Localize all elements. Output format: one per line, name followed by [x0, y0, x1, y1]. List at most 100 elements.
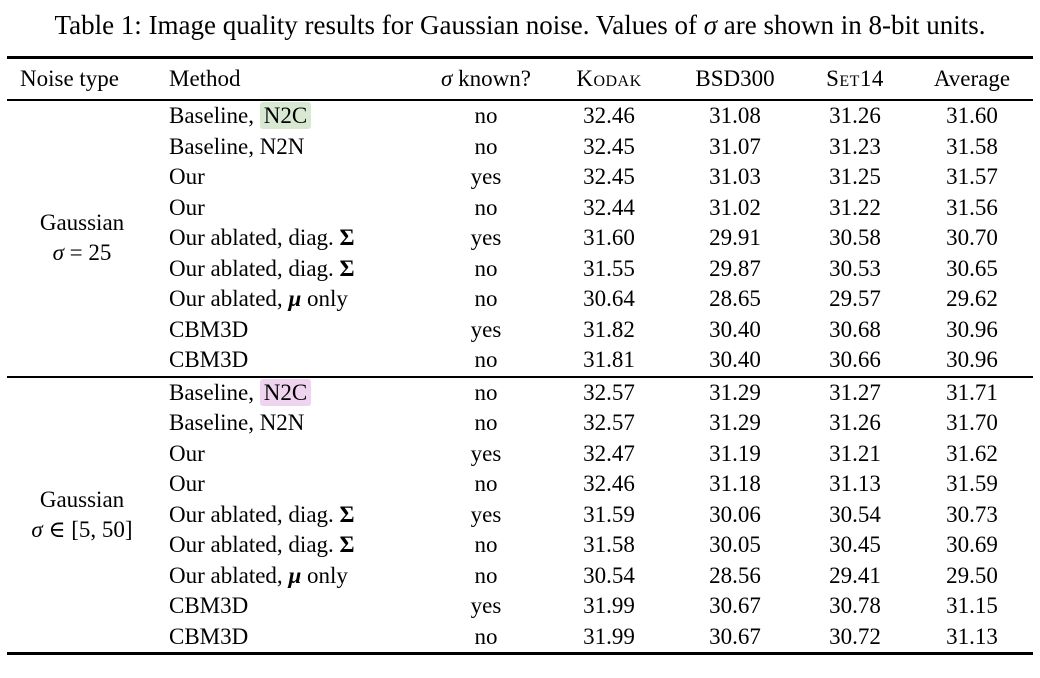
table-row: Baseline, N2N no 32.45 31.07 31.23 31.58 [7, 132, 1033, 163]
table-row: CBM3D no 31.81 30.40 30.66 30.96 [7, 345, 1033, 377]
cell-bsd300: 28.56 [709, 562, 761, 588]
highlighted-text: N2C [259, 102, 312, 130]
cell-average: 30.96 [946, 347, 998, 373]
cell-average: 31.58 [946, 133, 998, 159]
cell-set14: 31.26 [829, 410, 881, 436]
cell-set14: 31.22 [829, 194, 881, 220]
text-segment: μ [288, 286, 302, 312]
cell-bsd300: 31.19 [709, 440, 761, 466]
cell-bsd300: 28.65 [709, 286, 761, 312]
text-segment: only [301, 286, 348, 312]
text-segment: μ [288, 562, 302, 588]
cell-kodak: 30.64 [583, 286, 635, 312]
text-segment: σ [441, 66, 453, 91]
cell-method: CBM3D [157, 315, 425, 346]
text-segment: Baseline, [169, 379, 260, 405]
cell-average: 31.62 [946, 440, 998, 466]
cell-set14: 31.26 [829, 103, 881, 129]
cell-set14: 30.68 [829, 316, 881, 342]
cell-set14: 31.27 [799, 375, 911, 408]
highlighted-text: N2C [259, 378, 312, 406]
cell-average: 31.15 [946, 593, 998, 619]
text-segment: Baseline, [169, 103, 260, 129]
table-row: Our no 32.46 31.18 31.13 31.59 [7, 469, 1033, 500]
text-segment: are shown in 8-bit units. [717, 10, 986, 40]
cell-method: CBM3D [157, 591, 425, 622]
cell-average: 31.71 [911, 375, 1033, 408]
cell-kodak: 32.46 [583, 471, 635, 497]
cell-sigma-known: no [474, 623, 498, 649]
cell-bsd300: 30.06 [709, 501, 761, 527]
text-segment: Average [933, 66, 1011, 91]
cell-kodak: 32.57 [583, 410, 635, 436]
table-row: CBM3D yes 31.82 30.40 30.68 30.96 [7, 315, 1033, 346]
text-segment: Σ [339, 501, 355, 527]
cell-set14: 31.21 [829, 440, 881, 466]
cell-set14: 30.53 [829, 255, 881, 281]
cell-average: 29.62 [946, 286, 998, 312]
text-segment: CBM3D [169, 593, 249, 619]
table-row: Our yes 32.45 31.03 31.25 31.57 [7, 162, 1033, 193]
text-segment: Table 1: Image quality results for Gauss… [54, 10, 704, 40]
table-row: CBM3D no 31.99 30.67 30.72 31.13 [7, 622, 1033, 654]
cell-average: 31.70 [946, 410, 998, 436]
cell-average: 31.57 [946, 164, 998, 190]
text-segment: Our ablated, [169, 286, 289, 312]
cell-kodak: 32.44 [583, 194, 635, 220]
table-row: Baseline, N2N no 32.57 31.29 31.26 31.70 [7, 408, 1033, 439]
cell-kodak: 30.54 [583, 562, 635, 588]
noise-type-cell: Gaussian σ = 25 [7, 100, 157, 377]
cell-sigma-known: no [474, 347, 498, 373]
cell-set14: 31.13 [829, 471, 881, 497]
text-segment: σ [703, 10, 718, 40]
cell-method: CBM3D [157, 622, 425, 654]
cell-sigma-known: no [474, 103, 498, 129]
col-header-bsd: BSD300 [671, 57, 799, 101]
cell-bsd300: 31.08 [709, 103, 761, 129]
cell-bsd300: 31.29 [709, 410, 761, 436]
cell-set14: 31.25 [829, 164, 881, 190]
cell-set14: 29.41 [829, 562, 881, 588]
cell-kodak: 32.57 [547, 375, 671, 408]
cell-set14: 30.45 [829, 532, 881, 558]
noise-type-name: Gaussian [39, 486, 125, 512]
cell-method: Our ablated, diag. Σ [157, 500, 425, 531]
cell-sigma-known: no [474, 133, 498, 159]
cell-sigma-known: no [474, 562, 498, 588]
text-segment: known? [452, 66, 531, 91]
cell-method: Our [157, 162, 425, 193]
cell-method: Our [157, 439, 425, 470]
cell-sigma-known: no [474, 471, 498, 497]
cell-average: 31.56 [946, 194, 998, 220]
cell-method: Baseline, N2C [157, 100, 425, 132]
text-segment: Our [169, 194, 205, 220]
cell-sigma-known: no [474, 255, 498, 281]
col-header-method: Method [157, 57, 425, 101]
cell-sigma-known: no [474, 194, 498, 220]
cell-kodak: 32.46 [583, 103, 635, 129]
cell-bsd300: 30.05 [709, 532, 761, 558]
text-segment: Baseline, N2N [169, 133, 305, 159]
cell-set14: 30.66 [829, 347, 881, 373]
cell-bsd300: 29.87 [709, 255, 761, 281]
cell-sigma-known: yes [470, 501, 502, 527]
cell-sigma-known: yes [470, 593, 502, 619]
noise-sigma-spec: σ ∈ [5, 50] [7, 515, 157, 545]
cell-bsd300: 30.40 [709, 316, 761, 342]
table-row: CBM3D yes 31.99 30.67 30.78 31.15 [7, 591, 1033, 622]
cell-method: Our ablated, diag. Σ [157, 254, 425, 285]
text-segment: only [301, 562, 348, 588]
text-segment: Our [169, 164, 205, 190]
cell-bsd300: 31.18 [709, 471, 761, 497]
cell-kodak: 31.59 [583, 501, 635, 527]
cell-method: Our [157, 193, 425, 224]
header-row: Noise type Method σ known? Kodak BSD300 Set14… [7, 57, 1033, 101]
cell-method: Baseline, N2N [157, 408, 425, 439]
table-row: Gaussian σ = 25 Baseline, N2C no 32.46 31.08 3… [7, 100, 1033, 265]
text-segment: CBM3D [169, 347, 249, 373]
cell-average: 30.70 [946, 225, 998, 251]
text-segment: Noise type [20, 66, 120, 91]
